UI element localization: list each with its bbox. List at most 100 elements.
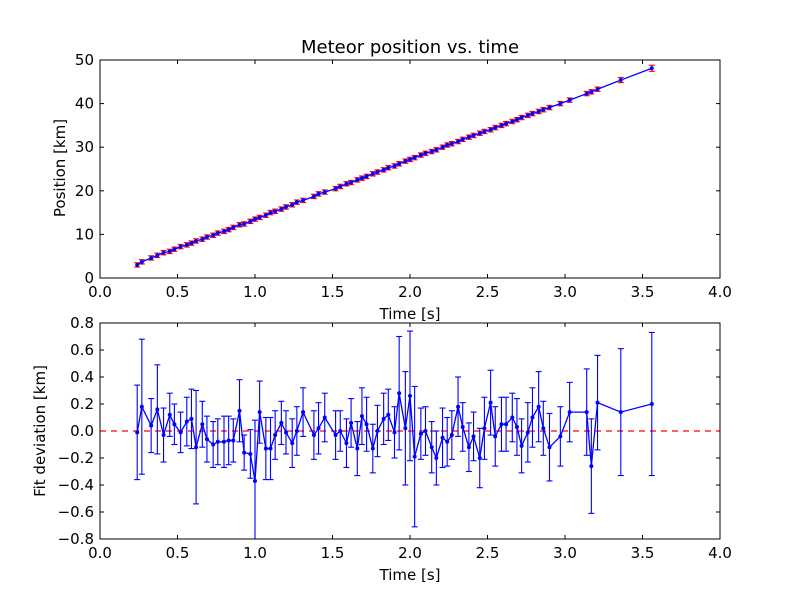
bottom-data-point — [541, 426, 546, 431]
bottom-data-point — [370, 446, 375, 451]
bottom-data-point — [226, 438, 231, 443]
top-data-point — [184, 242, 189, 247]
top-data-point — [499, 123, 504, 128]
bottom-data-point — [135, 430, 140, 435]
top-data-point — [440, 145, 445, 150]
bottom-data-point — [222, 439, 226, 444]
top-data-point — [471, 133, 476, 138]
bottom-data-point — [344, 441, 349, 446]
bottom-y-tick-label: 0.4 — [70, 368, 94, 386]
top-data-point — [359, 176, 364, 181]
bottom-data-point — [471, 434, 476, 439]
top-x-tick-label: 4.0 — [708, 283, 732, 301]
top-data-point — [412, 155, 417, 160]
bottom-data-point — [514, 424, 519, 429]
top-data-point — [434, 147, 439, 152]
bottom-data-point — [386, 412, 391, 417]
top-data-point — [403, 159, 408, 164]
bottom-data-point — [311, 433, 316, 438]
top-data-point — [510, 119, 515, 124]
bottom-data-point — [499, 422, 504, 427]
bottom-data-point — [316, 426, 321, 431]
top-data-point — [386, 165, 391, 170]
bottom-data-point — [381, 416, 386, 421]
bottom-data-point — [519, 443, 524, 448]
top-y-tick-label: 10 — [75, 225, 94, 243]
bottom-plot-area: 0.0 0.5 1.0 1.5 2.0 2.5 3.0 3.5 4.0 −0.8 −0.6 −0.4 −… — [58, 314, 732, 562]
bottom-data-point — [338, 429, 343, 433]
bottom-y-tick-label: −0.2 — [58, 449, 94, 467]
top-data-point — [397, 161, 402, 166]
bottom-data-point — [290, 441, 295, 446]
top-panel: Meteor position vs. time Position [km] T… — [51, 37, 732, 323]
bottom-y-tick-label: −0.8 — [58, 530, 94, 548]
top-data-point — [167, 249, 172, 254]
top-data-point — [381, 167, 386, 172]
top-data-point — [519, 115, 524, 120]
bottom-data-point — [412, 454, 417, 459]
top-data-point — [139, 259, 144, 264]
bottom-data-point — [558, 434, 563, 439]
top-x-tick-label: 3.5 — [631, 283, 655, 301]
top-data-point — [558, 101, 563, 106]
top-data-point — [514, 117, 519, 122]
top-data-point — [172, 247, 177, 252]
bottom-data-point — [649, 402, 654, 406]
top-data-point — [344, 181, 349, 186]
bottom-y-tick-label: 0.8 — [70, 314, 94, 332]
bottom-data-point — [349, 420, 354, 425]
top-data-point — [257, 215, 262, 220]
top-data-point — [392, 163, 397, 168]
top-y-tick-label: 0 — [84, 269, 94, 287]
bottom-data-point — [547, 445, 552, 450]
top-data-point — [279, 207, 284, 212]
top-data-point — [189, 241, 194, 246]
top-data-point — [200, 237, 205, 242]
bottom-y-tick-label: 0.2 — [70, 395, 94, 413]
bottom-data-point — [536, 404, 541, 409]
bottom-data-point — [364, 422, 369, 427]
top-data-point — [364, 174, 369, 179]
top-data-point — [370, 171, 375, 176]
bottom-data-point — [434, 456, 439, 460]
bottom-data-point — [510, 415, 515, 420]
top-data-point — [311, 194, 316, 199]
bottom-y-tick-label: −0.4 — [58, 476, 94, 494]
top-data-point — [284, 204, 288, 209]
top-data-point — [408, 157, 412, 162]
top-data-point — [618, 78, 623, 83]
top-data-point — [493, 125, 498, 130]
top-data-point — [530, 111, 535, 116]
bottom-data-point — [167, 412, 172, 417]
top-data-point — [316, 191, 321, 196]
bottom-x-tick-label: 0.5 — [166, 544, 190, 562]
bottom-data-point — [333, 433, 338, 438]
bottom-data-point — [567, 410, 572, 415]
top-data-layer — [134, 64, 655, 268]
top-data-point — [477, 131, 482, 136]
top-data-point — [222, 229, 226, 234]
top-data-point — [211, 233, 216, 238]
bottom-data-point — [268, 446, 273, 451]
top-data-point — [135, 262, 140, 267]
bottom-data-point — [460, 424, 465, 429]
top-y-axis-label: Position [km] — [51, 119, 69, 217]
bottom-data-point — [589, 464, 594, 469]
top-data-point — [595, 87, 600, 92]
top-data-point — [456, 139, 461, 144]
top-data-point — [215, 231, 220, 236]
top-data-point — [584, 91, 589, 96]
top-x-tick-label: 3.0 — [553, 283, 577, 301]
bottom-data-point — [253, 478, 257, 483]
top-data-point — [589, 89, 594, 94]
top-data-point — [429, 149, 434, 154]
top-data-point — [536, 109, 541, 114]
bottom-data-point — [595, 400, 600, 405]
top-data-point — [375, 170, 380, 175]
bottom-data-point — [149, 423, 154, 428]
bottom-data-point — [449, 433, 454, 438]
top-series-line — [136, 67, 653, 266]
top-data-point — [301, 198, 306, 203]
top-y-tick-label: 50 — [75, 51, 94, 69]
